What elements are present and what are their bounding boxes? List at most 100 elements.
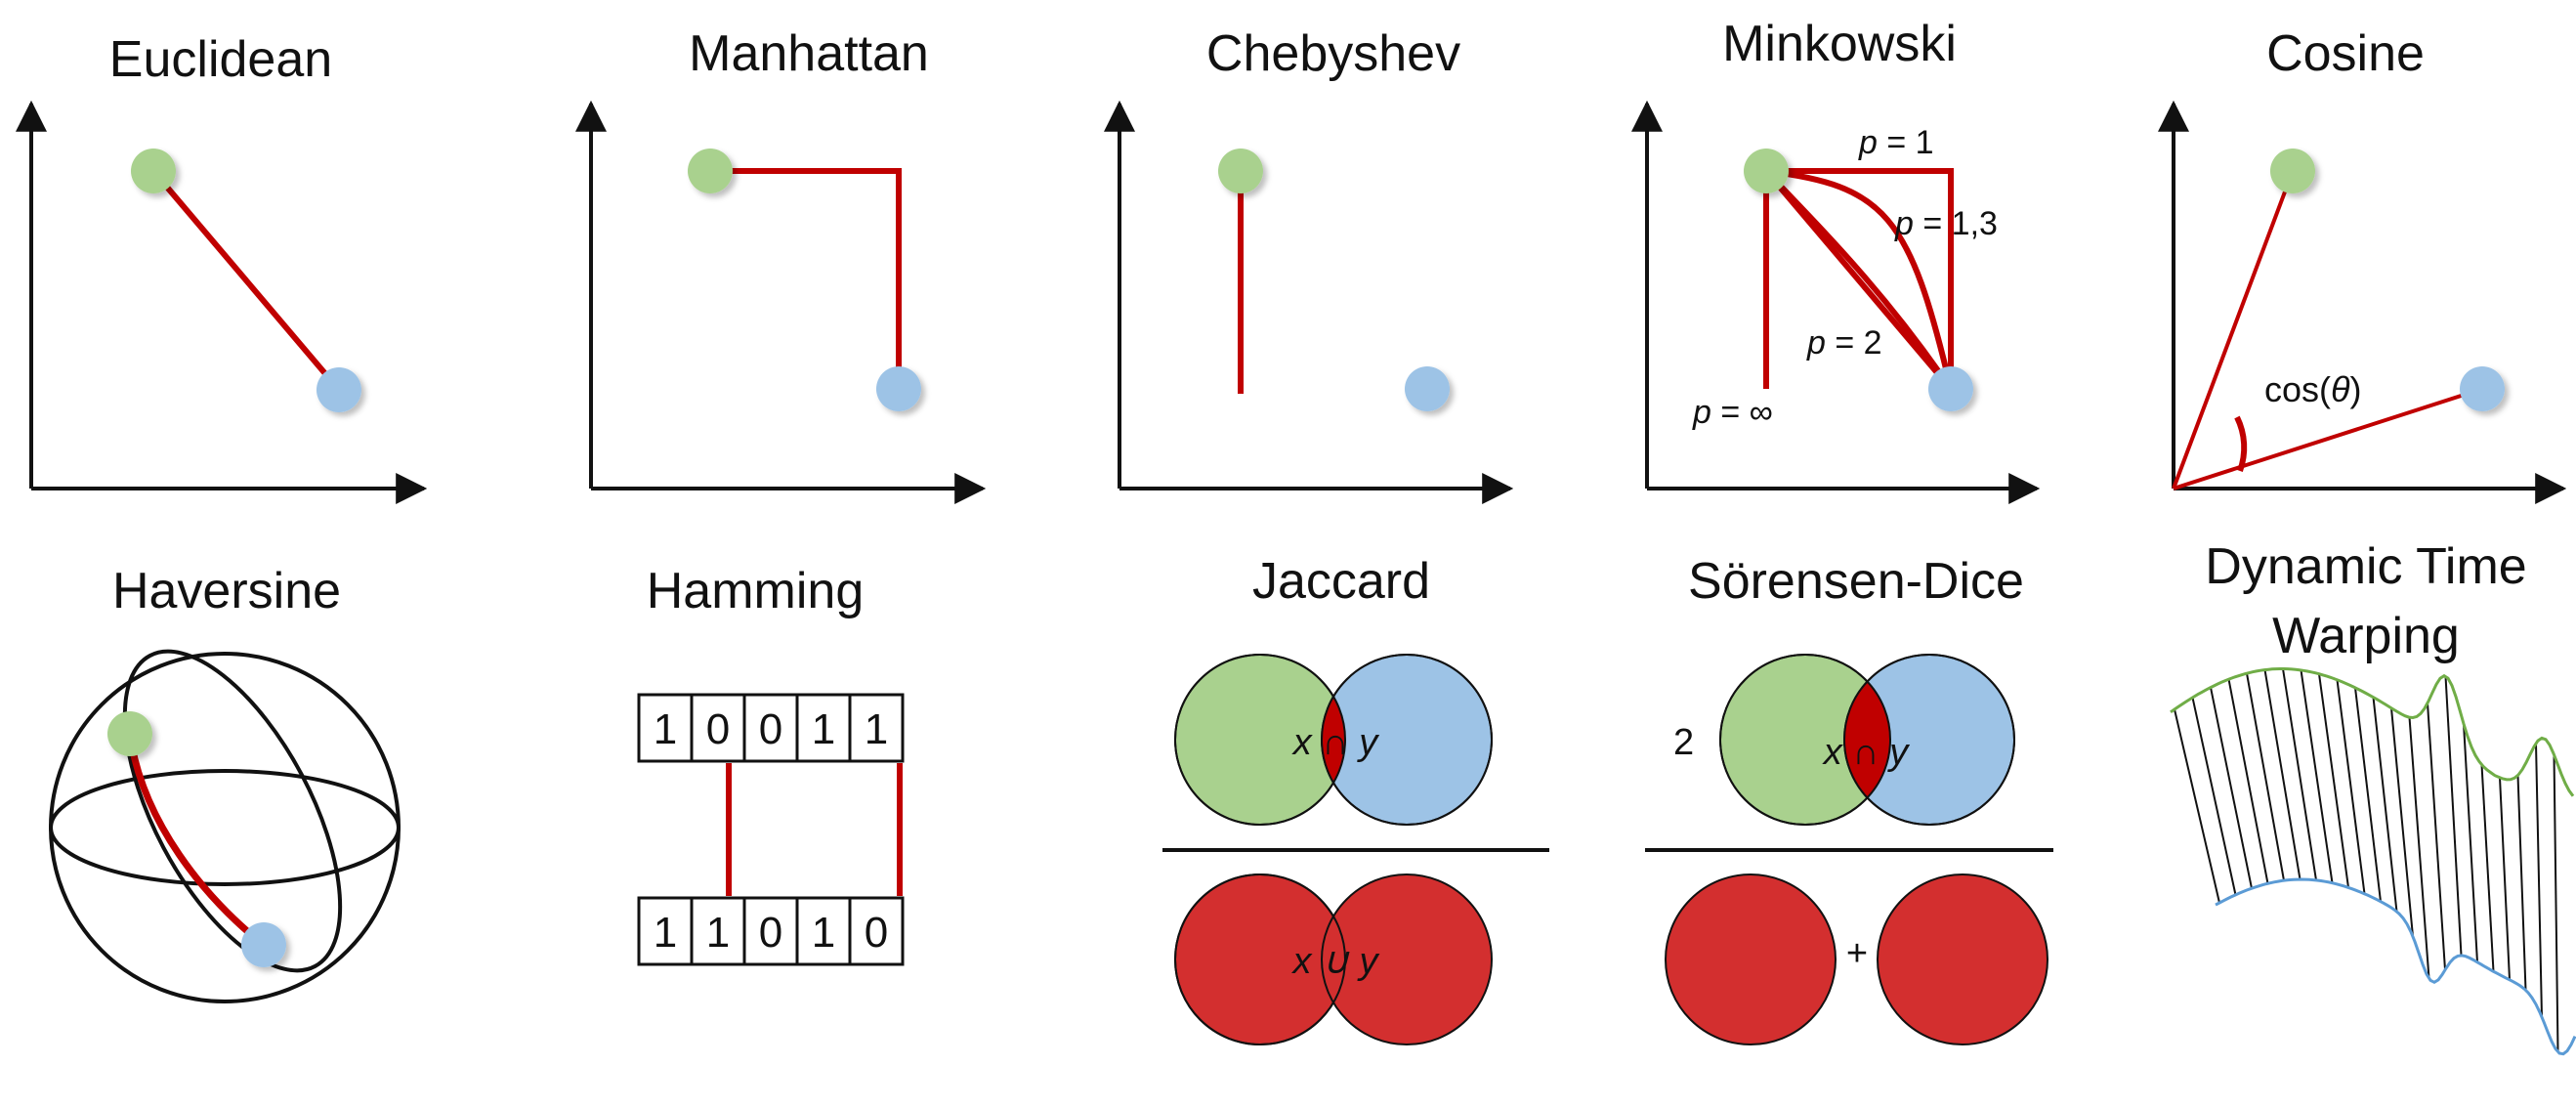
euclidean-title: Euclidean bbox=[109, 31, 332, 88]
minkowski-panel: Minkowski p = 1 p = 1,3 p = 2 p = ∞ bbox=[1631, 16, 2041, 504]
dtw-panel: Dynamic Time Warping bbox=[2170, 538, 2576, 1056]
dtw-warp-line bbox=[2444, 676, 2463, 956]
dtw-warp-line bbox=[2553, 754, 2559, 1052]
jaccard-title: Jaccard bbox=[1252, 553, 1430, 610]
haversine-blue-point bbox=[241, 922, 286, 967]
minkowski-inner-curve bbox=[1763, 168, 1954, 391]
minkowski-label-p13: p = 1,3 bbox=[1894, 205, 1998, 242]
minkowski-blue-point bbox=[1928, 366, 1973, 411]
cosine-title: Cosine bbox=[2266, 25, 2425, 82]
hamming-bottom-bit-1: 1 bbox=[654, 909, 677, 957]
dtw-series-bottom bbox=[2215, 877, 2576, 1056]
minkowski-p13-path bbox=[1765, 168, 1954, 390]
minkowski-label-p2: p = 2 bbox=[1806, 324, 1882, 362]
dtw-title-line1: Dynamic Time bbox=[2205, 538, 2526, 595]
manhattan-blue-point bbox=[876, 366, 921, 411]
cosine-axes bbox=[2158, 100, 2567, 504]
dtw-warp-line bbox=[2282, 668, 2317, 881]
sphere-meridian bbox=[122, 649, 343, 973]
dtw-warp-line bbox=[2354, 687, 2382, 902]
dtw-warp-line bbox=[2191, 697, 2237, 896]
dtw-title-line2: Warping bbox=[2272, 608, 2460, 664]
dtw-warp-line bbox=[2516, 775, 2527, 991]
chebyshev-title: Chebyshev bbox=[1206, 25, 1460, 82]
sorensen-dice-title: Sörensen-Dice bbox=[1688, 553, 2024, 610]
hamming-bottom-cell-5 bbox=[848, 896, 905, 966]
dtw-warp-line bbox=[2480, 764, 2495, 972]
chebyshev-blue-point bbox=[1405, 366, 1450, 411]
minkowski-axes bbox=[1631, 100, 2041, 504]
sphere-equator bbox=[49, 769, 401, 886]
dtw-warp-line bbox=[2263, 669, 2302, 880]
cosine-vectors bbox=[2172, 170, 2483, 490]
chebyshev-panel: Chebyshev bbox=[1104, 25, 1514, 504]
euclidean-green-point bbox=[131, 149, 176, 193]
sorensen-dice-intersection-label: x ∩ y bbox=[1822, 732, 1910, 773]
dtw-warp-line bbox=[2174, 708, 2220, 904]
hamming-bottom-cell-3 bbox=[742, 896, 799, 966]
minkowski-paths bbox=[1763, 168, 1954, 391]
hamming-top-cell-3 bbox=[742, 693, 799, 763]
manhattan-axes bbox=[575, 100, 987, 504]
manhattan-green-point bbox=[688, 149, 733, 193]
cosine-green-point bbox=[2270, 149, 2315, 193]
sorensen-dice-denominator-x bbox=[1665, 874, 1837, 1045]
jaccard-intersection-label: x ∩ y bbox=[1291, 722, 1379, 763]
jaccard-union-y bbox=[1321, 874, 1493, 1045]
hamming-top-bit-3: 0 bbox=[759, 705, 782, 753]
minkowski-label-p1: p = 1 bbox=[1858, 124, 1934, 161]
dtw-warp-line bbox=[2390, 707, 2414, 937]
dtw-warp-line bbox=[2246, 673, 2285, 881]
euclidean-panel: Euclidean bbox=[16, 31, 428, 504]
sorensen-dice-plus: + bbox=[1846, 933, 1868, 974]
cosine-panel: Cosine cos(θ) bbox=[2158, 25, 2567, 504]
haversine-distance-arc bbox=[126, 733, 267, 948]
haversine-title: Haversine bbox=[112, 563, 341, 619]
cosine-blue-point bbox=[2460, 366, 2505, 411]
hamming-bottom-cell-4 bbox=[795, 896, 852, 966]
dtw-warp-line bbox=[2427, 703, 2446, 970]
haversine-panel: Haversine bbox=[49, 563, 401, 1003]
sorensen-dice-denominator-y bbox=[1877, 874, 2048, 1045]
dtw-warp-line bbox=[2372, 697, 2398, 913]
euclidean-axes bbox=[16, 100, 428, 504]
jaccard-panel: Jaccard x ∩ y x ∪ y bbox=[1162, 553, 1549, 1045]
dtw-warp-line bbox=[2408, 717, 2430, 979]
hamming-bottom-cell-2 bbox=[690, 896, 746, 966]
euclidean-distance-line bbox=[150, 169, 342, 392]
dtw-warp-line bbox=[2535, 743, 2543, 1017]
hamming-top-cell-1 bbox=[637, 693, 694, 763]
cosine-angle-label: cos(θ) bbox=[2264, 369, 2362, 409]
dtw-warp-line bbox=[2227, 679, 2269, 884]
cosine-angle-arc bbox=[2234, 415, 2248, 473]
minkowski-p1-path bbox=[1766, 168, 1954, 389]
haversine-sphere bbox=[49, 649, 401, 1003]
sorensen-dice-coefficient: 2 bbox=[1673, 722, 1694, 763]
hamming-top-bit-2: 0 bbox=[706, 705, 730, 753]
hamming-top-bit-5: 1 bbox=[865, 705, 888, 753]
manhattan-panel: Manhattan bbox=[575, 25, 987, 504]
minkowski-label-pinf: p = ∞ bbox=[1692, 394, 1773, 431]
hamming-bottom-bit-5: 0 bbox=[865, 909, 888, 957]
dtw-warp-line bbox=[2463, 723, 2478, 962]
chebyshev-axes bbox=[1104, 100, 1514, 504]
hamming-top-bit-1: 1 bbox=[654, 705, 677, 753]
haversine-green-point bbox=[107, 711, 152, 756]
sphere-outline bbox=[49, 652, 401, 1003]
hamming-top-cell-5 bbox=[848, 693, 905, 763]
euclidean-blue-point bbox=[317, 367, 361, 412]
hamming-bottom-bit-3: 0 bbox=[759, 909, 782, 957]
dtw-warp-line bbox=[2499, 777, 2511, 980]
hamming-top-bit-4: 1 bbox=[812, 705, 835, 753]
manhattan-title: Manhattan bbox=[689, 25, 929, 82]
dtw-warp-line bbox=[2210, 687, 2253, 889]
dtw-warp-lines bbox=[2174, 668, 2559, 1052]
dtw-warp-line bbox=[2318, 673, 2349, 888]
sorensen-dice-panel: Sörensen-Dice 2 x ∩ y + bbox=[1645, 553, 2053, 1045]
minkowski-title: Minkowski bbox=[1722, 16, 1957, 72]
hamming-bottom-bit-4: 1 bbox=[812, 909, 835, 957]
jaccard-union-label: x ∪ y bbox=[1291, 941, 1380, 982]
